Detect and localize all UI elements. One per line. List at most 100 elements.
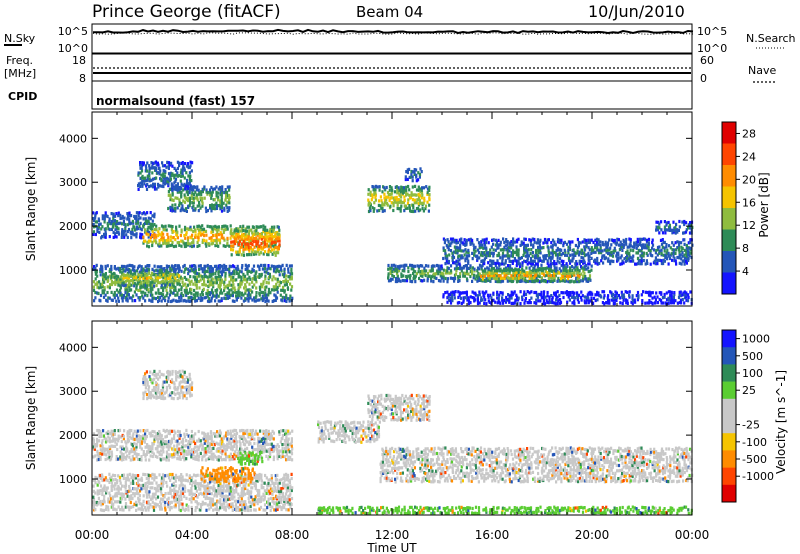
power-cell: [535, 271, 538, 275]
velocity-cell: [191, 450, 194, 454]
power-cell: [276, 290, 279, 294]
power-cell: [451, 258, 454, 262]
power-cell: [521, 295, 524, 299]
power-cell: [217, 272, 220, 276]
power-cell: [142, 211, 146, 215]
power-cell: [264, 277, 267, 281]
power-cell: [645, 259, 648, 263]
power-cell: [228, 201, 231, 205]
power-cell: [174, 185, 177, 189]
power-cell: [92, 280, 96, 284]
power-cell: [253, 229, 256, 233]
power-cell: [141, 184, 144, 188]
power-cell: [572, 253, 575, 258]
power-cell: [158, 291, 161, 295]
power-cell: [613, 246, 616, 250]
power-cell: [224, 293, 227, 297]
velocity-cell: [155, 432, 158, 436]
power-cell: [193, 225, 196, 229]
power-cell: [533, 266, 536, 270]
power-cell: [124, 226, 127, 230]
power-cell: [205, 188, 208, 192]
power-cell: [481, 253, 484, 258]
power-cell: [290, 267, 293, 271]
power-cell: [116, 220, 119, 224]
power-cell: [176, 291, 179, 295]
power-cell: [622, 293, 625, 297]
power-cell: [446, 257, 449, 261]
power-cell: [548, 279, 551, 283]
power-cell: [568, 269, 571, 273]
power-cell: [607, 257, 610, 261]
power-cell: [501, 271, 504, 275]
power-cell: [117, 296, 120, 300]
power-cell: [651, 238, 654, 242]
power-cell: [401, 200, 404, 205]
power-cell: [261, 247, 264, 251]
power-cell: [214, 277, 217, 281]
power-cell: [143, 221, 147, 225]
power-cell: [647, 293, 651, 297]
power-cell: [253, 283, 256, 287]
power-cell: [521, 269, 524, 273]
power-cell: [537, 241, 540, 245]
power-cell: [167, 193, 170, 197]
power-cell: [628, 243, 631, 247]
power-cell: [220, 200, 223, 205]
velocity-cell: [229, 452, 232, 456]
power-cell: [526, 243, 529, 247]
power-cell: [184, 207, 188, 211]
power-cell: [636, 256, 640, 260]
power-cell: [499, 291, 502, 295]
cpid-text: normalsound (fast) 157: [96, 94, 255, 108]
power-cell: [263, 266, 266, 270]
power-cell: [199, 293, 202, 297]
freq-unit: [MHz]: [4, 67, 36, 80]
power-cell: [553, 260, 556, 264]
velocity-cell: [180, 440, 183, 444]
power-cell: [194, 269, 197, 273]
power-cell: [672, 228, 675, 233]
power-cell: [283, 296, 287, 300]
power-cell: [481, 263, 484, 268]
power-cell: [681, 293, 684, 297]
velocity-cell: [195, 439, 199, 443]
power-cell: [162, 236, 165, 240]
power-cell: [651, 296, 654, 300]
power-cell: [478, 263, 482, 267]
power-cell: [464, 248, 467, 252]
power-cell: [490, 274, 493, 278]
power-cell: [456, 251, 459, 255]
power-cell: [590, 251, 593, 255]
power-cell: [535, 273, 538, 277]
velocity-cell: [210, 436, 213, 440]
power-cell: [247, 225, 251, 229]
power-cell: [656, 228, 660, 232]
power-cell: [171, 193, 174, 197]
power-cell: [201, 232, 204, 236]
power-cell: [437, 272, 440, 276]
power-cell: [496, 292, 499, 296]
power-cell: [390, 191, 393, 195]
power-cell: [573, 250, 576, 255]
power-cell: [487, 261, 490, 265]
power-cell: [128, 211, 131, 215]
velocity-cell: [142, 434, 145, 438]
power-cell: [146, 182, 149, 186]
power-cell: [186, 178, 189, 182]
power-cell: [281, 299, 284, 303]
power-cell: [574, 264, 577, 268]
power-cell: [196, 271, 199, 276]
power-cell: [663, 295, 666, 299]
power-cell: [190, 288, 193, 292]
power-cell: [446, 280, 449, 284]
power-cell: [508, 249, 511, 253]
nave-tick-top: 60: [700, 54, 714, 67]
power-cell: [260, 285, 264, 289]
power-cell: [485, 271, 488, 275]
power-cell: [220, 227, 223, 231]
power-cell: [367, 198, 370, 202]
power-cell: [121, 228, 124, 232]
power-cell: [260, 234, 264, 239]
